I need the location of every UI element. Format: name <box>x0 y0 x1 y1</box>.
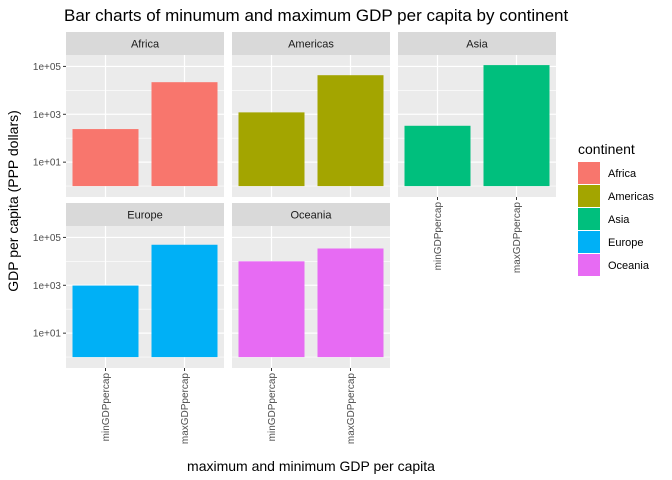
x-tick-label: minGDPpercap <box>433 202 444 271</box>
legend-swatch <box>578 254 600 276</box>
legend-title: continent <box>578 141 635 157</box>
legend-swatch <box>578 208 600 230</box>
bar-europe-mingdppercap <box>72 285 139 358</box>
legend-label: Europe <box>608 237 643 249</box>
bar-europe-maxgdppercap <box>151 244 218 358</box>
y-tick-label: 1e+03 <box>33 110 62 121</box>
legend-label: Americas <box>608 191 654 203</box>
y-tick-label: 1e+05 <box>33 233 62 244</box>
legend-swatch <box>578 162 600 184</box>
x-tick-label: maxGDPpercap <box>346 373 357 445</box>
facet-panels: Africa 1e+01 1e+03 1e+05 Americas Asia minGDPp… <box>33 32 556 444</box>
panel-africa: Africa 1e+01 1e+03 1e+05 <box>33 32 224 197</box>
y-tick-label: 1e+03 <box>33 281 62 292</box>
legend: continent Africa Americas Asia Europe Oceani… <box>578 141 654 276</box>
bar-africa-mingdppercap <box>72 129 139 187</box>
facet-strip-label: Africa <box>131 39 160 51</box>
panel-asia: Asia minGDPpercap maxGDPpercap <box>398 32 556 273</box>
facet-strip-label: Americas <box>288 39 334 51</box>
legend-item-americas: Americas <box>578 185 654 207</box>
legend-item-oceania: Oceania <box>578 254 650 276</box>
panel-europe: Europe 1e+01 1e+03 1e+05 minGDPpercap maxGDPp… <box>33 203 224 444</box>
bar-americas-mingdppercap <box>238 112 305 187</box>
bar-oceania-mingdppercap <box>238 261 305 358</box>
y-tick-label: 1e+01 <box>33 158 62 169</box>
legend-label: Africa <box>608 168 637 180</box>
panel-oceania: Oceania minGDPpercap maxGDPpercap <box>232 203 390 444</box>
bar-africa-maxgdppercap <box>151 82 218 187</box>
legend-item-africa: Africa <box>578 162 637 184</box>
facet-strip-label: Europe <box>127 210 162 222</box>
x-axis-title: maximum and minimum GDP per capita <box>187 458 435 474</box>
x-tick-label: maxGDPpercap <box>512 202 523 274</box>
legend-swatch <box>578 231 600 253</box>
y-tick-label: 1e+05 <box>33 62 62 73</box>
facet-strip <box>232 203 390 226</box>
facet-strip <box>398 32 556 55</box>
legend-item-europe: Europe <box>578 231 643 253</box>
y-axis-title: GDP per capita (PPP dollars) <box>5 110 21 292</box>
x-tick-label: minGDPpercap <box>101 373 112 442</box>
panel-americas: Americas <box>232 32 390 197</box>
bar-asia-maxgdppercap <box>483 65 550 187</box>
bar-americas-maxgdppercap <box>317 75 384 187</box>
bar-oceania-maxgdppercap <box>317 248 384 358</box>
chart-title: Bar charts of minumum and maximum GDP pe… <box>64 6 569 25</box>
x-tick-label: minGDPpercap <box>267 373 278 442</box>
legend-label: Asia <box>608 214 630 226</box>
facet-strip <box>66 32 224 55</box>
legend-item-asia: Asia <box>578 208 630 230</box>
facet-strip-label: Asia <box>466 39 488 51</box>
facet-strip-label: Oceania <box>291 210 333 222</box>
bar-asia-mingdppercap <box>404 125 471 187</box>
x-tick-label: maxGDPpercap <box>180 373 191 445</box>
facet-strip <box>66 203 224 226</box>
y-tick-label: 1e+01 <box>33 329 62 340</box>
facet-strip <box>232 32 390 55</box>
legend-label: Oceania <box>608 260 650 272</box>
legend-swatch <box>578 185 600 207</box>
